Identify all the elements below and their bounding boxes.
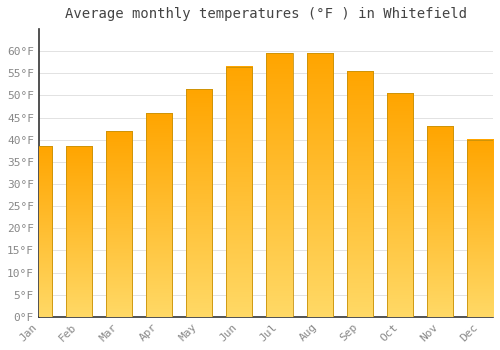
Bar bbox=[186, 89, 212, 317]
Bar bbox=[387, 93, 413, 317]
Bar bbox=[306, 54, 332, 317]
Bar bbox=[26, 146, 52, 317]
Bar bbox=[387, 93, 413, 317]
Bar bbox=[106, 131, 132, 317]
Bar bbox=[66, 146, 92, 317]
Bar bbox=[467, 140, 493, 317]
Bar bbox=[186, 89, 212, 317]
Bar bbox=[106, 131, 132, 317]
Bar bbox=[66, 146, 92, 317]
Bar bbox=[146, 113, 172, 317]
Bar bbox=[467, 140, 493, 317]
Bar bbox=[266, 54, 292, 317]
Bar bbox=[226, 67, 252, 317]
Bar bbox=[266, 54, 292, 317]
Bar bbox=[427, 126, 453, 317]
Title: Average monthly temperatures (°F ) in Whitefield: Average monthly temperatures (°F ) in Wh… bbox=[65, 7, 467, 21]
Bar bbox=[226, 67, 252, 317]
Bar bbox=[427, 126, 453, 317]
Bar bbox=[146, 113, 172, 317]
Bar bbox=[346, 71, 372, 317]
Bar bbox=[26, 146, 52, 317]
Bar bbox=[306, 54, 332, 317]
Bar bbox=[346, 71, 372, 317]
